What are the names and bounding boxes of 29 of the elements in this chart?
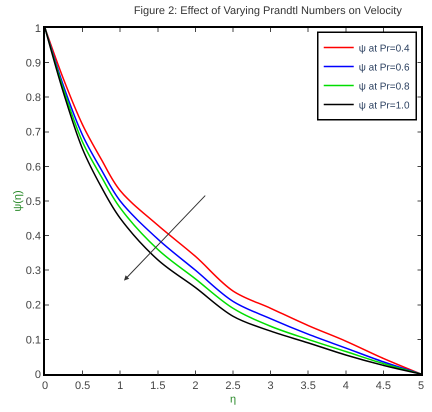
y-tick-label: 0.3: [26, 265, 42, 278]
y-tick-label: 0.8: [26, 92, 42, 104]
legend-label: ψ at Pr=0.4: [358, 43, 410, 54]
y-tick-label: 0.2: [26, 300, 42, 312]
x-tick-label: 5: [418, 380, 424, 392]
y-tick-label: 0.4: [26, 230, 42, 242]
y-tick-label: 0.6: [26, 161, 42, 174]
legend-label: ψ at Pr=1.0: [358, 100, 410, 112]
x-tick-label: 3: [268, 380, 274, 392]
y-tick-label: 0: [34, 368, 42, 381]
x-tick-label: 1.5: [150, 380, 166, 392]
x-tick-label: 0.5: [74, 380, 90, 392]
legend-label: ψ at Pr=0.6: [358, 62, 410, 74]
x-tick-label: 4: [342, 380, 349, 392]
x-tick-label: 2.5: [225, 380, 241, 392]
x-tick-label: 1: [117, 380, 124, 392]
x-tick-label: 3.5: [300, 380, 316, 392]
line-series: [45, 28, 421, 374]
y-tick-label: 0.7: [26, 126, 42, 139]
y-tick-label: 0.5: [26, 196, 42, 208]
x-axis-title: η: [230, 394, 236, 406]
x-tick-label: 4.5: [376, 380, 392, 392]
y-axis-title: ψ(η): [12, 190, 24, 212]
chart-title: Figure 2: Effect of Varying Prandtl Numbers on Velocity: [134, 4, 402, 17]
y-tick-label: 1: [34, 22, 42, 35]
y-tick-label: 0.1: [26, 334, 42, 346]
x-tick-label: 2: [192, 380, 198, 392]
y-tick-label: 0.9: [26, 57, 42, 70]
legend-label: ψ at Pr=0.8: [358, 81, 410, 92]
